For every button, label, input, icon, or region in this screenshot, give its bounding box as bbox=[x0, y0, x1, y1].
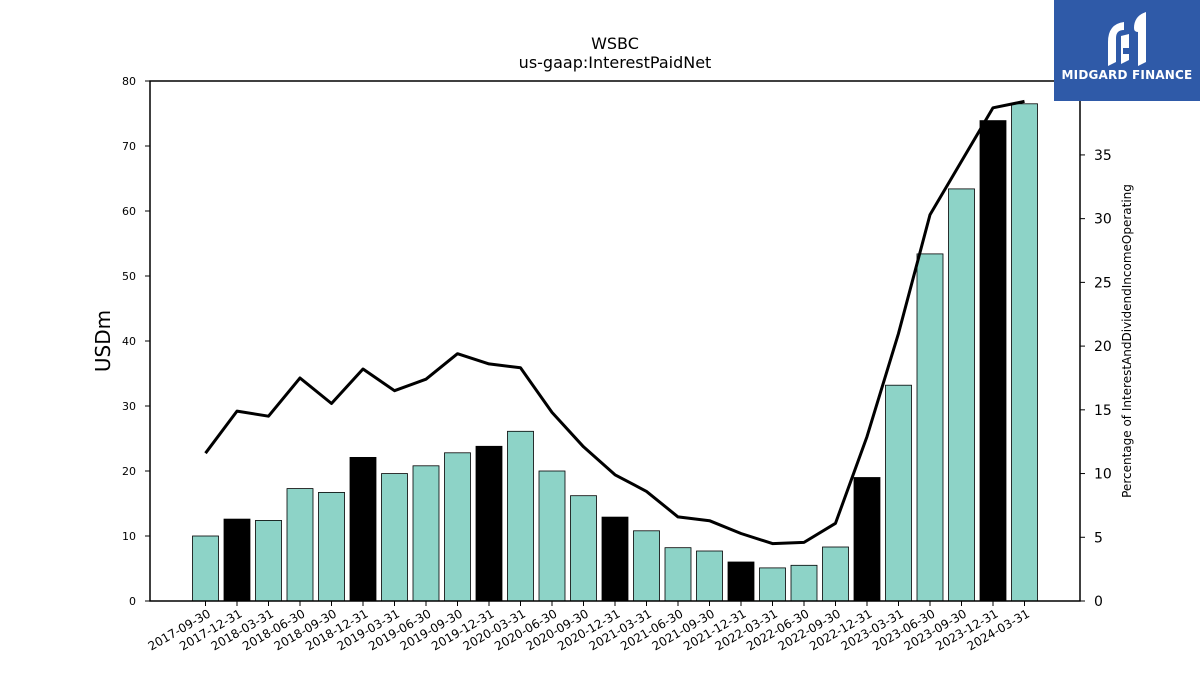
bar-2021-09-30 bbox=[696, 550, 723, 602]
bar-2019-06-30 bbox=[412, 465, 440, 602]
y-left-tick-label: 40 bbox=[122, 335, 136, 348]
y-axis-label-left: USDm bbox=[91, 310, 115, 372]
chart-subtitle: us-gaap:InterestPaidNet bbox=[519, 53, 712, 72]
bar-2021-03-31 bbox=[633, 530, 660, 602]
y-right-tick-label: 5 bbox=[1094, 530, 1103, 546]
y-left-tick-label: 0 bbox=[129, 595, 136, 608]
line-percentage bbox=[204, 99, 1025, 546]
bar-2021-06-30 bbox=[664, 547, 692, 602]
x-axis: 2017-09-302017-12-312018-03-312018-06-30… bbox=[146, 601, 1032, 653]
y-right-tick-label: 20 bbox=[1094, 339, 1112, 355]
bar-2023-09-30 bbox=[948, 188, 975, 602]
y-right-tick-label: 25 bbox=[1094, 275, 1112, 291]
chart-title: WSBC bbox=[591, 34, 639, 53]
y-left-tick-label: 50 bbox=[122, 270, 136, 283]
y-axis-label-right: Percentage of InterestAndDividendIncomeO… bbox=[1120, 184, 1134, 498]
line-series bbox=[204, 99, 1025, 546]
y-left-tick-label: 60 bbox=[122, 205, 136, 218]
bar-2019-12-31 bbox=[475, 445, 503, 602]
bar-2017-12-31 bbox=[223, 518, 251, 602]
bar-2022-12-31 bbox=[853, 477, 881, 602]
y-axis-left: 0 10 20 30 40 50 60 70 80 bbox=[122, 75, 150, 608]
bar-2018-06-30 bbox=[286, 488, 314, 602]
bar-2018-12-31 bbox=[349, 456, 377, 602]
bar-2023-03-31 bbox=[885, 384, 912, 602]
bar-2022-03-31 bbox=[759, 567, 786, 602]
bar-2019-09-30 bbox=[444, 452, 471, 602]
y-right-tick-label: 10 bbox=[1094, 467, 1112, 483]
y-right-tick-label: 0 bbox=[1094, 594, 1103, 610]
y-right-tick-label: 15 bbox=[1094, 403, 1112, 419]
logo-text: MIDGARD FINANCE bbox=[1061, 68, 1193, 82]
bar-2023-12-31 bbox=[979, 120, 1007, 602]
bar-2022-06-30 bbox=[790, 564, 818, 602]
bar-2017-09-30 bbox=[192, 535, 219, 602]
y-left-tick-label: 10 bbox=[122, 530, 136, 543]
bar-2018-03-31 bbox=[255, 520, 282, 602]
bar-2020-12-31 bbox=[601, 516, 629, 602]
y-right-tick-label: 30 bbox=[1094, 212, 1112, 228]
y-axis-right: 0 5 10 15 20 25 30 35 bbox=[1080, 148, 1112, 610]
y-left-tick-label: 80 bbox=[122, 75, 136, 88]
y-left-tick-label: 20 bbox=[122, 465, 136, 478]
y-right-tick-label: 35 bbox=[1094, 148, 1112, 164]
bar-2023-06-30 bbox=[916, 253, 944, 602]
bar-series bbox=[192, 103, 1038, 602]
y-left-tick-label: 70 bbox=[122, 140, 136, 153]
bar-2019-03-31 bbox=[381, 473, 408, 602]
bar-2020-06-30 bbox=[538, 470, 566, 602]
bar-2020-03-31 bbox=[507, 430, 534, 602]
y-left-tick-label: 30 bbox=[122, 400, 136, 413]
bar-2021-12-31 bbox=[727, 561, 755, 602]
bar-2018-09-30 bbox=[318, 491, 345, 602]
brand-logo: MIDGARD FINANCE bbox=[1054, 0, 1200, 101]
bar-2022-09-30 bbox=[822, 546, 849, 602]
bar-2024-03-31 bbox=[1011, 103, 1038, 602]
logo-mark-icon bbox=[1108, 12, 1146, 66]
bar-2020-09-30 bbox=[570, 495, 597, 602]
